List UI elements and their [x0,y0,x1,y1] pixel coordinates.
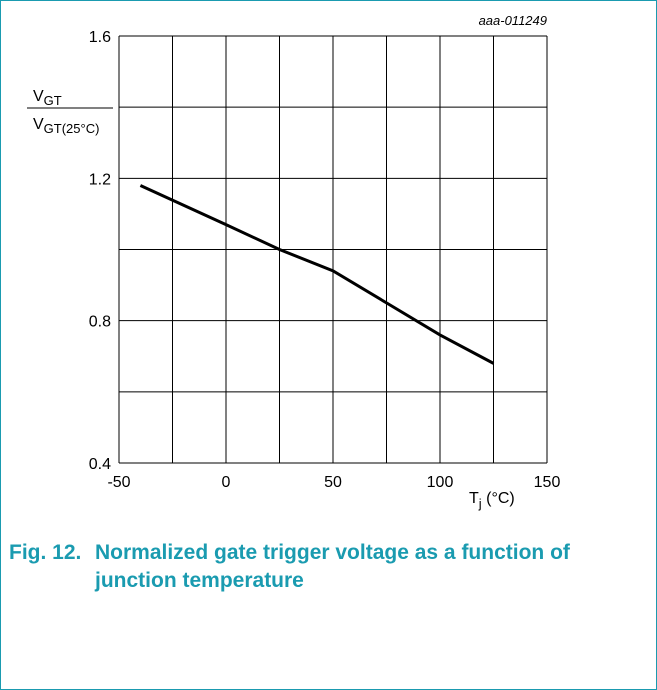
caption-text: Normalized gate trigger voltage as a fun… [95,541,570,592]
x-label-unit: (°C) [482,490,515,507]
x-label-main: T [469,490,479,507]
x-tick-label: 100 [427,474,454,491]
y-label-numerator: VGT [33,88,62,108]
y-label-sub: GT(25°C) [44,121,100,136]
chart: aaa-011249 VGT VGT(25°C) Tj (°C) 0.40.81… [27,13,561,511]
y-tick-label: 1.6 [89,29,111,46]
x-tick-label: 50 [324,474,342,491]
x-tick-label: -50 [107,474,130,491]
x-label: Tj (°C) [469,490,515,511]
y-label-sub: GT [44,93,62,108]
y-label-main: V [33,88,44,105]
x-tick-label: 150 [534,474,561,491]
y-label-main: V [33,116,44,133]
x-tick-label: 0 [222,474,231,491]
y-tick-label: 0.8 [89,314,111,331]
figure-code: aaa-011249 [479,13,547,28]
x-label-sub: j [478,496,482,511]
y-label-denominator: VGT(25°C) [33,116,99,136]
data-line [139,184,495,365]
figure-number: Fig. 12. [9,541,82,564]
caption: Fig. 12. Normalized gate trigger voltage … [9,539,649,595]
y-tick-label: 0.4 [89,456,111,473]
y-tick-label: 1.2 [89,171,111,188]
